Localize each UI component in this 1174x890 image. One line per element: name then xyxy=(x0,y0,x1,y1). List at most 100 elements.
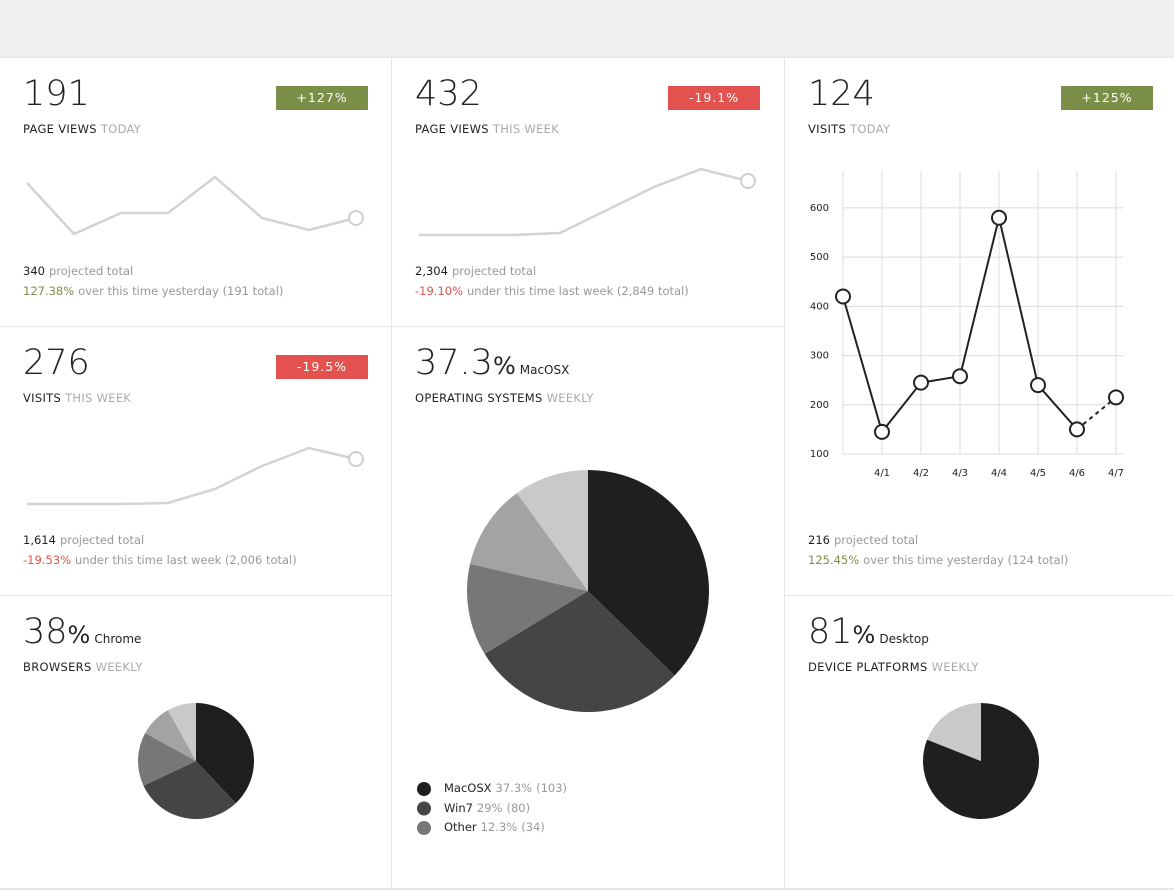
change-value: 125.45% xyxy=(808,553,860,567)
change: 125.45% over this time yesterday (124 tot… xyxy=(808,553,1068,567)
headline: 38% Chrome xyxy=(23,612,141,652)
x-tick-label: 4/4 xyxy=(991,468,1007,479)
badge: +127% xyxy=(276,86,368,110)
badge: +125% xyxy=(1061,86,1153,110)
legend-entry: Other 12.3% (34) xyxy=(444,820,545,834)
big-number: 432 xyxy=(415,74,482,114)
legend-percent: 29% xyxy=(476,800,503,815)
headline: 191 xyxy=(23,74,90,114)
y-tick-label: 600 xyxy=(810,203,829,214)
change-text: under this time last week (2,006 total) xyxy=(75,553,297,567)
change-value: -19.53% xyxy=(23,553,71,567)
top-bar xyxy=(0,0,1174,57)
title: BROWSERS xyxy=(23,660,92,674)
period: WEEKLY xyxy=(931,660,979,674)
sparkline-end xyxy=(740,173,756,189)
card: 276 VISITS THIS WEEK -19.5% 1,614 projected t… xyxy=(0,327,391,595)
change-text: over this time yesterday (124 total) xyxy=(863,553,1069,567)
x-tick-label: 4/1 xyxy=(874,468,890,479)
card-graphic xyxy=(26,175,364,236)
legend-swatch xyxy=(417,801,431,816)
card-graphic xyxy=(923,703,1039,819)
pie-slice xyxy=(138,733,196,786)
title: OPERATING SYSTEMS xyxy=(415,391,543,405)
projected: 216 projected total xyxy=(808,533,918,547)
title: PAGE VIEWS xyxy=(23,122,97,136)
title: DEVICE PLATFORMS xyxy=(808,660,928,674)
headline: 276 xyxy=(23,343,90,383)
change: -19.10% under this time last week (2,849 … xyxy=(415,284,689,298)
pie-slice xyxy=(196,703,255,804)
card-title: OPERATING SYSTEMS WEEKLY xyxy=(415,391,594,405)
headline: 124 xyxy=(808,74,875,114)
projected-label: projected total xyxy=(59,533,145,547)
point xyxy=(952,368,968,385)
card-graphic xyxy=(138,703,255,819)
headline: 432 xyxy=(415,74,482,114)
point xyxy=(991,209,1007,226)
line-projection xyxy=(1076,396,1117,431)
period: WEEKLY xyxy=(546,391,594,405)
point xyxy=(1069,421,1085,438)
big-number: 191 xyxy=(23,74,90,114)
big-number: 37.3 xyxy=(415,343,493,383)
pie-slice xyxy=(516,470,588,591)
change: -19.53% under this time last week (2,006 … xyxy=(23,553,297,567)
point xyxy=(1108,389,1124,406)
y-tick-label: 400 xyxy=(810,301,829,312)
unit: % xyxy=(852,621,876,649)
card-title: PAGE VIEWS THIS WEEK xyxy=(415,122,559,136)
pie-slice xyxy=(168,703,196,761)
headline: 37.3% MacOSX xyxy=(415,343,569,383)
badge: -19.5% xyxy=(276,355,368,379)
projected-label: projected total xyxy=(833,533,919,547)
legend-entry: MacOSX 37.3% (103) xyxy=(444,781,567,795)
legend-name: Other xyxy=(444,820,477,834)
pie-slice xyxy=(143,761,236,819)
legend-swatch xyxy=(417,821,431,835)
badge: -19.1% xyxy=(668,86,760,110)
card: 38% Chrome BROWSERS WEEKLY xyxy=(0,596,391,888)
sparkline xyxy=(26,175,357,236)
legend-swatch xyxy=(417,782,431,796)
projected-value: 340 xyxy=(23,264,45,278)
y-tick-label: 200 xyxy=(810,400,829,411)
period: WEEKLY xyxy=(95,660,143,674)
projected-label: projected total xyxy=(451,264,537,278)
projected: 1,614 projected total xyxy=(23,533,144,547)
card: 191 PAGE VIEWS TODAY +127% 340 projected tota… xyxy=(0,58,391,326)
big-number: 81 xyxy=(808,612,853,652)
sparkline xyxy=(419,167,749,237)
projected: 340 projected total xyxy=(23,264,133,278)
y-tick-label: 500 xyxy=(810,252,829,263)
card-title: PAGE VIEWS TODAY xyxy=(23,122,141,136)
pie-slice xyxy=(145,710,196,761)
projected: 2,304 projected total xyxy=(415,264,536,278)
card-title: BROWSERS WEEKLY xyxy=(23,660,143,674)
x-tick-label: 4/6 xyxy=(1069,468,1085,479)
title: VISITS xyxy=(23,391,62,405)
point xyxy=(913,374,929,391)
pie-slice xyxy=(588,470,709,676)
projected-label: projected total xyxy=(48,264,134,278)
sparkline-end xyxy=(348,210,364,226)
point xyxy=(1030,377,1046,394)
headline: 81% Desktop xyxy=(808,612,929,652)
x-tick-label: 4/5 xyxy=(1030,468,1046,479)
card-title: VISITS TODAY xyxy=(808,122,890,136)
card: 432 PAGE VIEWS THIS WEEK -19.1% 2,304 project… xyxy=(392,58,784,326)
point xyxy=(835,288,851,305)
legend-entry: Win7 29% (80) xyxy=(444,801,530,815)
unit: % xyxy=(67,621,91,649)
sparkline-end xyxy=(348,451,364,467)
card: 37.3% MacOSX OPERATING SYSTEMS WEEKLY MacOSX… xyxy=(392,327,784,888)
change-value: -19.10% xyxy=(415,284,463,298)
legend-name: Win7 xyxy=(444,800,473,815)
change-text: over this time yesterday (191 total) xyxy=(78,284,284,298)
period: THIS WEEK xyxy=(65,391,132,405)
period: THIS WEEK xyxy=(492,122,560,136)
projected-value: 216 xyxy=(808,533,830,547)
legend-percent: 12.3% xyxy=(480,820,518,834)
pie-slice xyxy=(927,703,981,761)
